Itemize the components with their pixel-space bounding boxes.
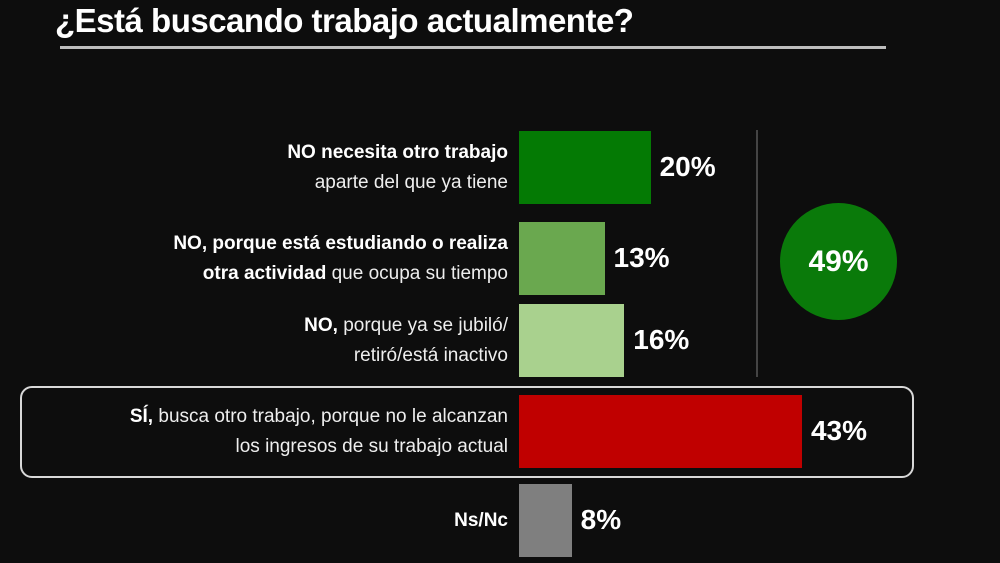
group-bracket: [756, 130, 758, 377]
bar-0: [519, 131, 651, 204]
bar-3: [519, 395, 802, 468]
category-label: SÍ, busca otro trabajo, porque no le alc…: [129, 405, 508, 457]
group-total-label: 49%: [808, 244, 869, 278]
chart-title: ¿Está buscando trabajo actualmente?: [55, 2, 634, 39]
bar-1: [519, 222, 605, 295]
value-label: 43%: [810, 414, 867, 446]
category-label: NO, porque está estudiando o realiza otra…: [173, 232, 508, 284]
value-label: 16%: [633, 323, 690, 355]
value-label: 20%: [659, 150, 716, 182]
title-divider: [60, 46, 886, 49]
highlight-box: [20, 386, 914, 478]
group-total-badge: 49%: [780, 203, 897, 320]
bar-2: [519, 304, 625, 377]
category-label: NO necesita otro trabajo aparte del que y…: [287, 141, 508, 193]
category-label: Ns/Nc: [454, 509, 508, 531]
value-label: 8%: [580, 503, 622, 535]
value-label: 13%: [613, 241, 670, 273]
bar-4: [519, 484, 572, 557]
category-label: NO, porque ya se jubiló/retiró/está inac…: [304, 314, 508, 366]
